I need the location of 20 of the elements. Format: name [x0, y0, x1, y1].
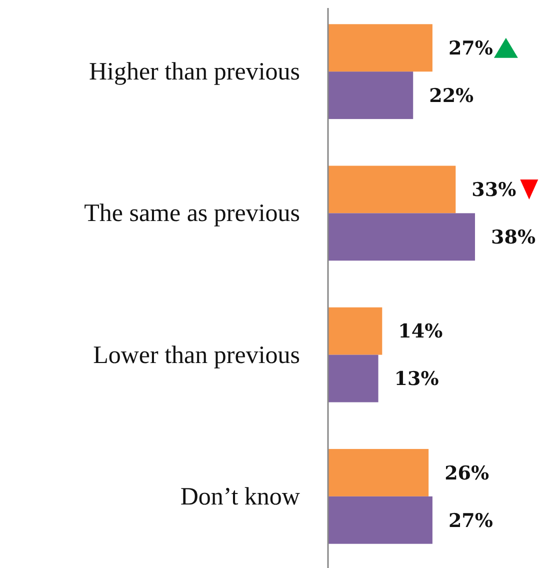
bar: [328, 307, 382, 355]
y-tick-label: Lower than previous: [93, 342, 300, 369]
bar: [328, 166, 456, 214]
bar: [328, 213, 475, 261]
bar: [328, 24, 432, 72]
y-tick-label: Don’t know: [180, 483, 300, 510]
data-label: 14%: [398, 320, 443, 343]
data-label: 22%: [429, 84, 474, 107]
data-label: 38%: [491, 226, 536, 249]
data-label: 13%: [394, 368, 439, 390]
bar: [328, 448, 429, 496]
y-tick-label: The same as previous: [84, 200, 300, 228]
y-tick-label: Higher than previous: [88, 58, 300, 86]
bar: [328, 496, 432, 544]
bar: [328, 72, 414, 120]
data-label: 27%: [448, 38, 493, 60]
bar: [328, 354, 378, 402]
data-label: 26%: [444, 462, 490, 484]
data-label: 27%: [448, 510, 493, 532]
data-label: 33%: [472, 179, 516, 202]
